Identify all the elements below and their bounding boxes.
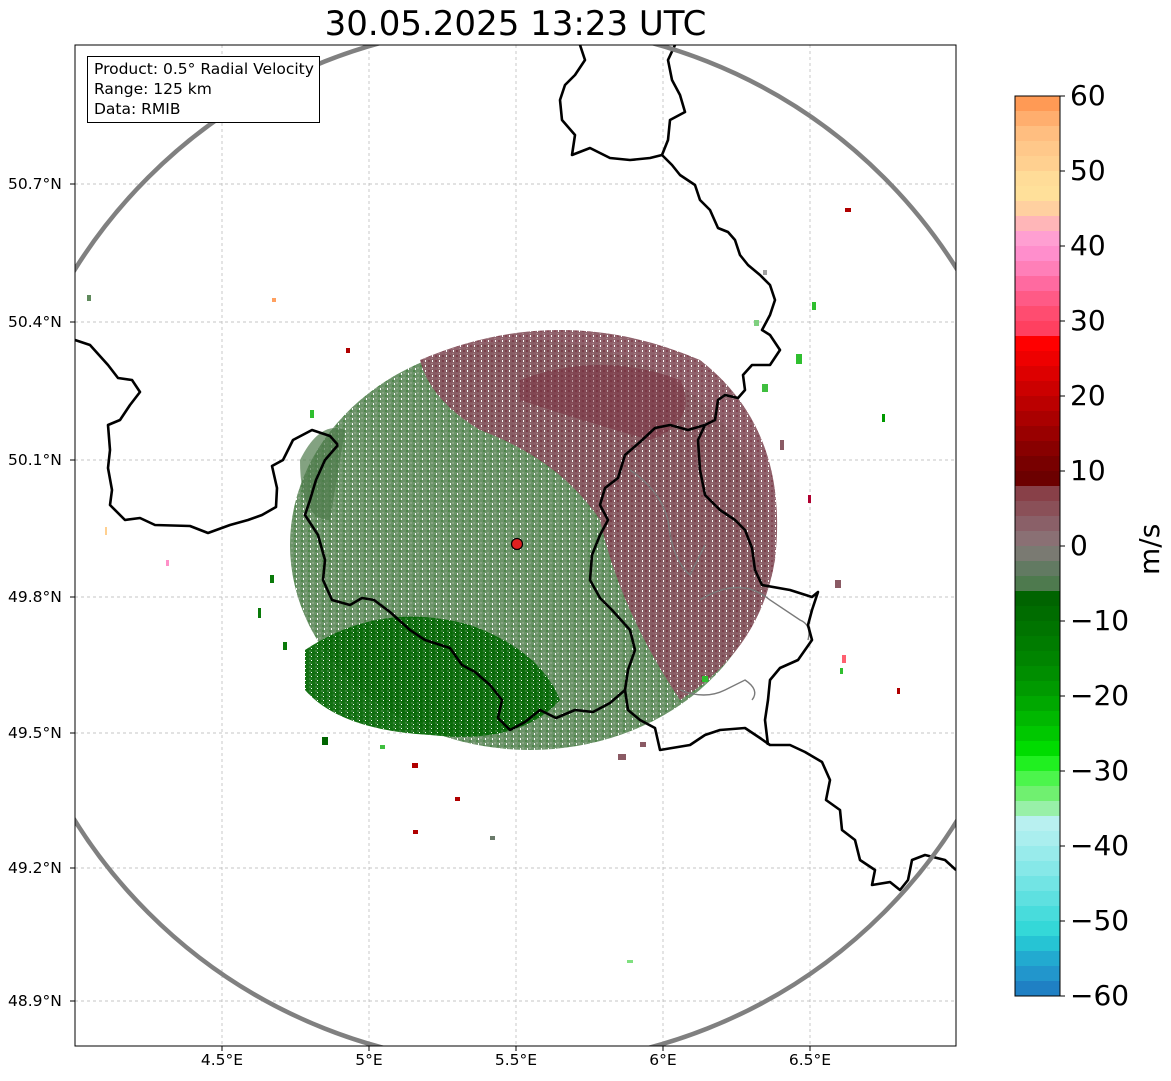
colorbar-tick-label: −50 (1070, 904, 1130, 937)
colorbar-tick-label: 10 (1070, 454, 1106, 487)
lon-tick-label: 5°E (355, 1051, 383, 1069)
data-source-label: Data: RMIB (94, 100, 181, 118)
colorbar-tick-label: −60 (1070, 979, 1130, 1012)
product-label: Product: 0.5° Radial Velocity (94, 60, 314, 78)
lat-tick-label: 50.7°N (8, 175, 62, 193)
lat-tick-label: 50.1°N (8, 451, 62, 469)
colorbar-tick-label: 50 (1070, 154, 1106, 187)
colorbar-tick-label: −40 (1070, 829, 1130, 862)
lat-tick-label: 49.2°N (8, 859, 62, 877)
colorbar-tick-label: −10 (1070, 604, 1130, 637)
range-label: Range: 125 km (94, 80, 212, 98)
colorbar-tick-label: 40 (1070, 229, 1106, 262)
lat-tick-label: 50.4°N (8, 313, 62, 331)
map-title: 30.05.2025 13:23 UTC (324, 4, 707, 44)
colorbar-tick-label: −30 (1070, 754, 1130, 787)
lat-tick-label: 49.5°N (8, 724, 62, 742)
axis-ticks (70, 183, 811, 1051)
radar-site-marker[interactable] (510, 537, 524, 551)
product-info-box: Product: 0.5° Radial Velocity Range: 125… (87, 56, 320, 123)
lon-tick-label: 6.5°E (788, 1051, 832, 1069)
colorbar-tick-label: −20 (1070, 679, 1130, 712)
lon-tick-label: 5.5°E (494, 1051, 538, 1069)
velocity-field (87, 208, 900, 963)
lon-tick-label: 6°E (649, 1051, 677, 1069)
colorbar-unit-label: m/s (1133, 523, 1166, 575)
lon-tick-label: 4.5°E (200, 1051, 244, 1069)
colorbar-tick-label: 30 (1070, 304, 1106, 337)
colorbar-tick-label: 0 (1070, 529, 1088, 562)
lat-tick-label: 48.9°N (8, 992, 62, 1010)
colorbar (1014, 95, 1065, 997)
colorbar-tick-label: 20 (1070, 379, 1106, 412)
colorbar-tick-label: 60 (1070, 79, 1106, 112)
national-borders (75, 45, 956, 892)
lat-tick-label: 49.8°N (8, 588, 62, 606)
